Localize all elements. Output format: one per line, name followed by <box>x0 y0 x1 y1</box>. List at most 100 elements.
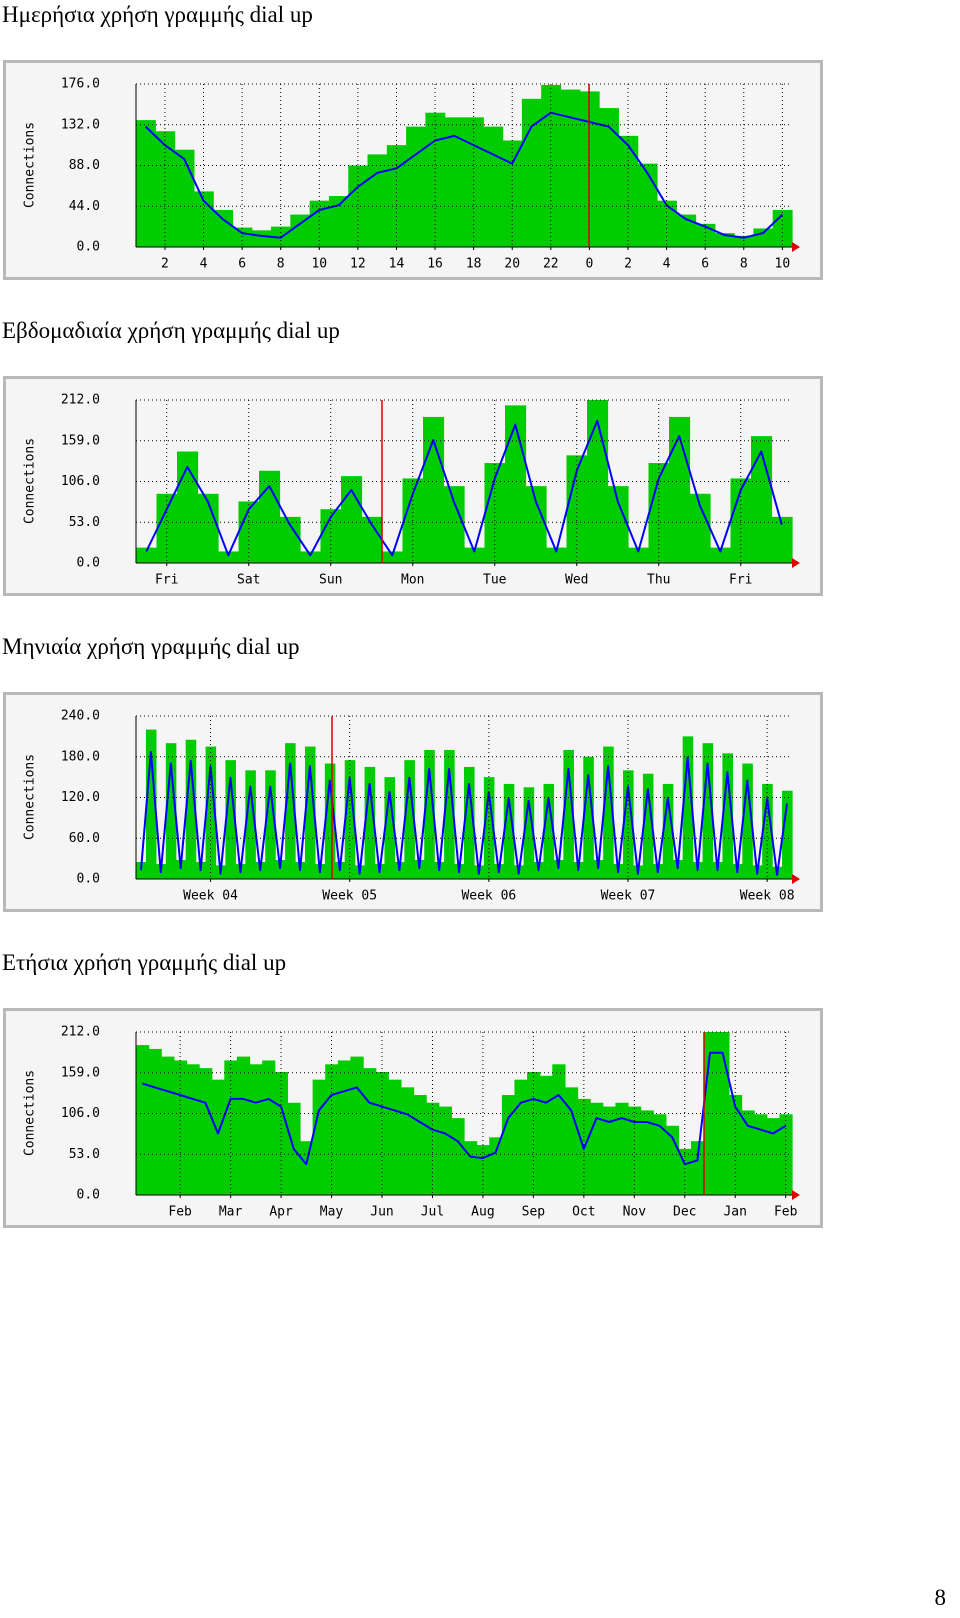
x-tick-label: Fri <box>729 573 752 588</box>
bar <box>251 230 272 247</box>
page-number: 8 <box>934 1585 947 1610</box>
bar <box>628 547 650 563</box>
x-tick-label: 18 <box>466 257 482 272</box>
x-tick-label: Jan <box>723 1205 746 1220</box>
bar <box>175 859 187 879</box>
x-tick-label: Jun <box>370 1205 393 1220</box>
y-tick-label: 106.0 <box>61 1106 100 1121</box>
bar <box>451 1118 465 1195</box>
y-tick-label: 0.0 <box>77 556 100 571</box>
line <box>142 1051 787 1166</box>
y-tick-label: 0.0 <box>77 872 100 887</box>
chart: Connections 0.0 53.0 106.0 159.0 212.0 Feb Mar… <box>3 1008 823 1228</box>
bar <box>443 486 465 563</box>
bar <box>653 1114 667 1195</box>
y-tick-label: 212.0 <box>61 393 100 408</box>
x-tick-label: Oct <box>572 1205 595 1220</box>
x-tick-label: Feb <box>774 1205 798 1220</box>
bar <box>779 1114 793 1195</box>
bar <box>672 859 684 879</box>
x-tick-label: Tue <box>483 573 507 588</box>
x-tick-label: Jul <box>421 1205 444 1220</box>
bar <box>689 493 711 563</box>
chart-heading: Ημερήσια χρήση γραμμής dial up <box>2 2 313 27</box>
x-tick-label: 8 <box>277 257 285 272</box>
bar <box>502 140 523 247</box>
y-tick-label: 53.0 <box>69 1147 100 1162</box>
bar <box>593 859 604 879</box>
chart-heading: Εβδομαδιαία χρήση γραμμής dial up <box>2 318 340 343</box>
bar <box>145 729 157 879</box>
x-tick-label: Mon <box>401 573 424 588</box>
chart: Connections 0.0 53.0 106.0 159.0 212.0 Fri Sat… <box>3 376 823 596</box>
y-tick-label: 44.0 <box>69 199 100 214</box>
bar <box>563 749 574 879</box>
x-tick-label: Week 04 <box>183 889 238 904</box>
bar <box>304 746 316 879</box>
x-tick-label: Sat <box>237 573 260 588</box>
bar <box>211 1079 225 1195</box>
x-tick-label: 6 <box>238 257 246 272</box>
bar <box>444 749 455 879</box>
x-tick-label: Week 06 <box>461 889 516 904</box>
x-tick-label: May <box>320 1205 344 1220</box>
plot: 0.0 53.0 106.0 159.0 212.0 Fri Sat Sun Mon Tue Wed… <box>61 393 794 588</box>
bar <box>722 753 733 879</box>
bar <box>762 783 773 879</box>
plot: 0.0 60.0 120.0 180.0 240.0 Week 04 Week 05 Week… <box>61 709 795 904</box>
bar <box>174 149 195 247</box>
y-tick-label: 159.0 <box>61 433 100 448</box>
bar <box>702 743 714 879</box>
bar <box>300 551 322 563</box>
x-tick-label: 16 <box>427 257 443 272</box>
bar <box>136 120 156 247</box>
bar <box>464 766 475 879</box>
bar <box>232 227 253 247</box>
axis-arrow <box>792 242 800 252</box>
x-tick-label: Feb <box>168 1205 192 1220</box>
bar <box>413 1095 427 1195</box>
bar <box>637 163 658 247</box>
line <box>145 419 783 557</box>
y-tick-label: 120.0 <box>61 790 100 805</box>
bar <box>523 787 535 879</box>
bar <box>618 135 639 247</box>
y-tick-label: 240.0 <box>61 709 100 724</box>
x-tick-label: Aug <box>471 1205 494 1220</box>
bar <box>406 126 427 247</box>
x-tick-label: 10 <box>311 257 327 272</box>
bar <box>136 1045 150 1195</box>
line <box>140 751 788 876</box>
bar <box>734 235 755 247</box>
x-tick-label: Sun <box>319 573 342 588</box>
bar <box>161 1056 175 1195</box>
bar <box>464 1141 478 1195</box>
bar <box>274 1071 288 1195</box>
bar <box>245 770 256 879</box>
bar <box>676 214 697 247</box>
x-tick-label: 4 <box>663 257 671 272</box>
axis-arrow <box>792 874 800 884</box>
bar <box>514 1079 528 1195</box>
bar <box>656 200 677 247</box>
x-tick-label: 2 <box>624 257 632 272</box>
x-tick-label: 2 <box>161 257 169 272</box>
x-tick-label: 22 <box>543 257 559 272</box>
bar <box>199 1068 213 1195</box>
bar <box>771 516 793 563</box>
bar <box>640 1110 654 1195</box>
bar <box>489 1137 503 1195</box>
bar <box>414 859 425 879</box>
bar <box>678 1148 692 1195</box>
axis-arrow <box>792 1190 800 1200</box>
bar <box>483 126 504 247</box>
bar <box>364 766 376 879</box>
bar <box>590 1102 604 1195</box>
bar <box>527 1071 541 1195</box>
bar <box>275 859 286 879</box>
x-tick-label: 4 <box>200 257 208 272</box>
y-tick-label: 60.0 <box>69 831 100 846</box>
bar <box>136 547 158 563</box>
x-tick-label: Week 05 <box>322 889 377 904</box>
bar <box>503 783 515 879</box>
